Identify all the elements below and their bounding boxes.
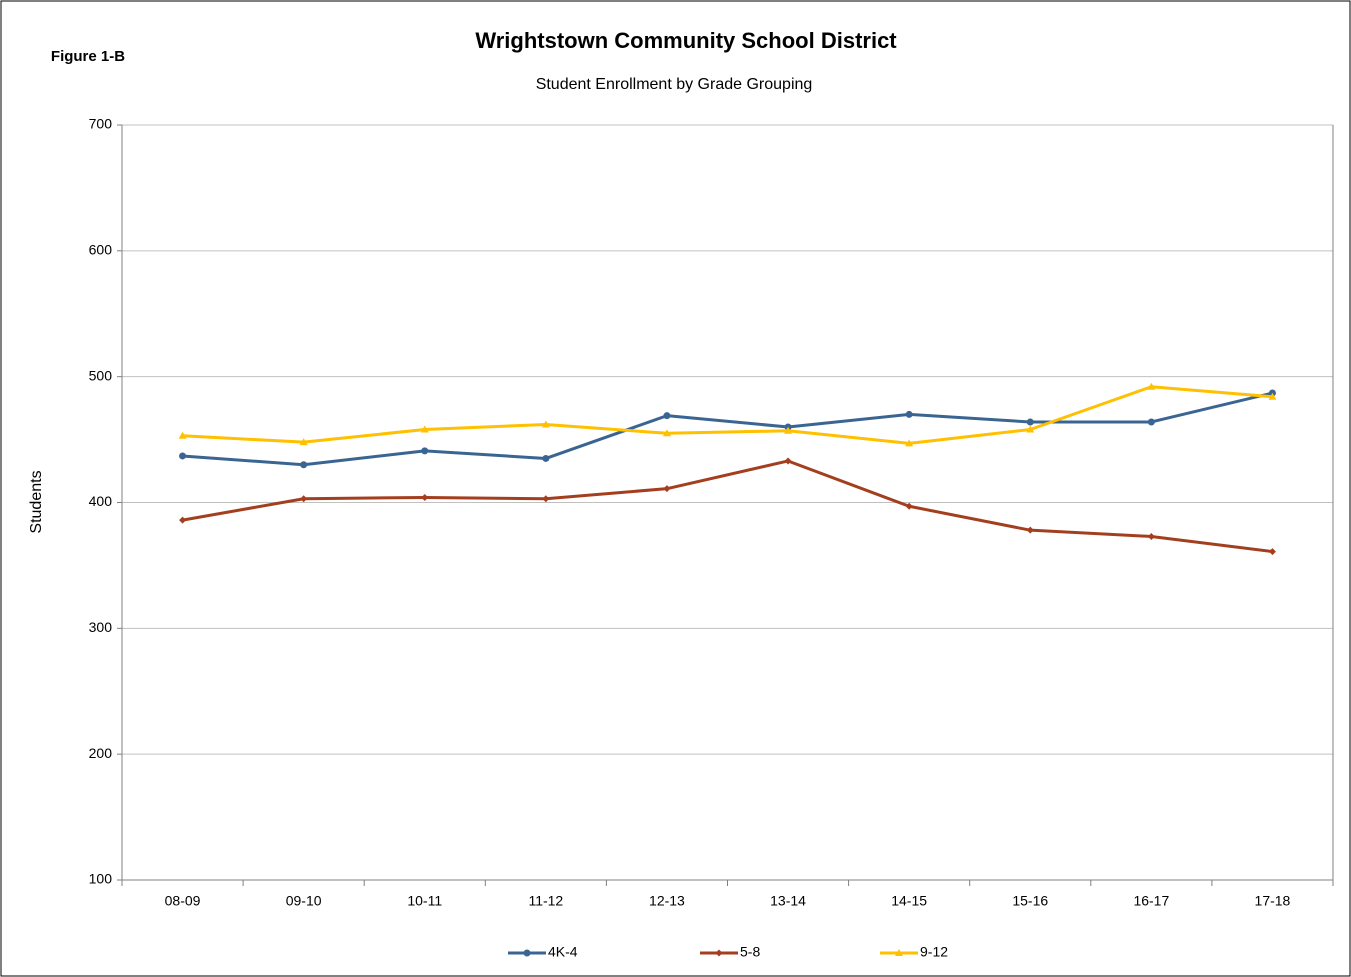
marker — [178, 431, 187, 439]
marker — [1026, 425, 1035, 433]
x-tick-label: 11-12 — [528, 893, 563, 909]
marker — [1026, 526, 1034, 534]
marker — [421, 493, 429, 501]
series-line — [182, 385, 1273, 445]
marker — [895, 949, 903, 956]
x-tick-label: 16-17 — [1133, 893, 1169, 909]
legend-label: 4K-4 — [548, 944, 578, 960]
figure-label: Figure 1-B — [51, 48, 125, 65]
y-axis-label: Students — [28, 470, 45, 533]
marker — [1026, 418, 1034, 426]
marker — [905, 502, 913, 510]
marker — [1147, 418, 1155, 426]
marker — [784, 426, 793, 434]
marker — [662, 429, 671, 437]
legend-label: 9-12 — [920, 944, 948, 960]
marker — [179, 516, 187, 524]
x-tick-label: 13-14 — [770, 893, 806, 909]
marker — [299, 438, 308, 446]
marker — [300, 461, 308, 469]
y-tick-label: 500 — [89, 367, 113, 383]
marker — [1147, 532, 1155, 540]
chart-title: Wrightstown Community School District — [475, 28, 897, 53]
y-tick-label: 100 — [89, 871, 113, 887]
y-tick-label: 600 — [89, 242, 113, 258]
chart-subtitle: Student Enrollment by Grade Grouping — [536, 76, 813, 93]
x-tick-label: 12-13 — [649, 893, 685, 909]
marker — [784, 457, 792, 465]
series-line — [182, 459, 1273, 554]
marker — [905, 410, 913, 418]
marker — [663, 485, 671, 493]
series-line — [182, 391, 1273, 467]
x-tick-label: 15-16 — [1012, 893, 1048, 909]
legend-label: 5-8 — [740, 944, 760, 960]
y-tick-label: 300 — [89, 619, 113, 635]
x-tick-label: 14-15 — [891, 893, 927, 909]
marker — [1268, 548, 1276, 556]
marker — [542, 454, 550, 462]
marker — [523, 949, 531, 957]
marker — [542, 495, 550, 503]
x-tick-label: 09-10 — [286, 893, 322, 909]
marker — [420, 425, 429, 433]
x-tick-label: 17-18 — [1255, 893, 1291, 909]
x-tick-label: 10-11 — [407, 893, 442, 909]
y-tick-label: 200 — [89, 745, 113, 761]
marker — [541, 420, 550, 428]
x-tick-label: 08-09 — [165, 893, 201, 909]
y-tick-label: 400 — [89, 493, 113, 509]
marker — [715, 949, 723, 957]
marker — [179, 452, 187, 460]
marker — [663, 412, 671, 420]
marker — [905, 439, 914, 447]
marker — [1147, 382, 1156, 390]
marker — [421, 447, 429, 455]
y-tick-label: 700 — [89, 116, 113, 132]
marker — [300, 495, 308, 503]
marker — [1268, 392, 1277, 400]
